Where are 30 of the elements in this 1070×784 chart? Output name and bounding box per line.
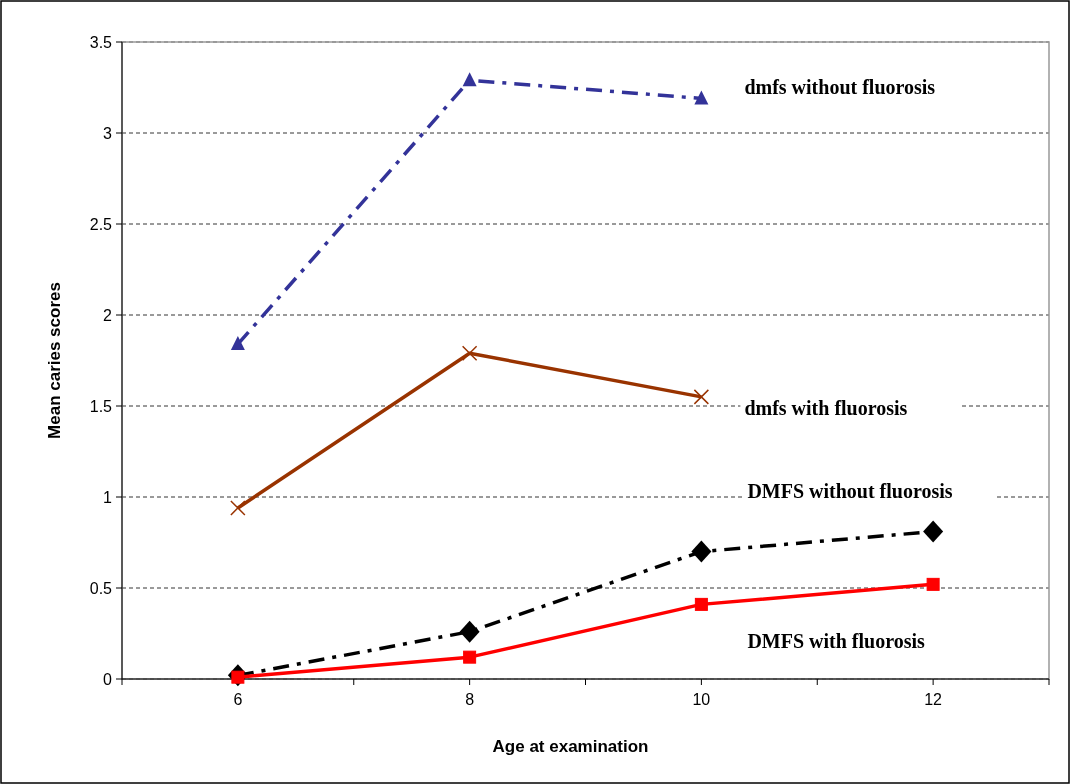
point bbox=[230, 500, 246, 516]
point bbox=[926, 577, 940, 591]
series-label: DMFS without fluorosis bbox=[747, 479, 953, 502]
point bbox=[691, 540, 712, 563]
y-tick-label: 2 bbox=[103, 306, 113, 324]
series-label: dmfs with fluorosis bbox=[744, 396, 908, 419]
y-tick-label: 3 bbox=[103, 124, 113, 142]
point bbox=[459, 620, 480, 643]
x-tick-label: 12 bbox=[924, 691, 943, 708]
y-tick-label: 1 bbox=[103, 488, 113, 506]
y-tick-label: 2.5 bbox=[89, 215, 113, 233]
point bbox=[463, 650, 477, 664]
point bbox=[694, 597, 708, 611]
y-tick-label: 3.5 bbox=[89, 33, 113, 51]
point bbox=[923, 520, 944, 543]
point bbox=[461, 345, 478, 361]
y-tick-label: 0.5 bbox=[89, 579, 113, 597]
x-tick-label: 8 bbox=[465, 691, 475, 708]
point bbox=[230, 336, 245, 351]
y-tick-label: 0 bbox=[103, 670, 113, 688]
series-label: dmfs without fluorosis bbox=[744, 76, 936, 99]
point bbox=[694, 90, 709, 105]
point bbox=[693, 389, 710, 405]
series-label: DMFS with fluorosis bbox=[747, 630, 926, 653]
y-axis-title: Mean caries scores bbox=[45, 282, 64, 439]
point bbox=[462, 72, 477, 87]
x-tick-label: 10 bbox=[692, 691, 711, 708]
x-axis-title: Age at examination bbox=[492, 737, 649, 756]
y-tick-label: 1.5 bbox=[89, 397, 113, 415]
x-tick-label: 6 bbox=[233, 691, 243, 708]
